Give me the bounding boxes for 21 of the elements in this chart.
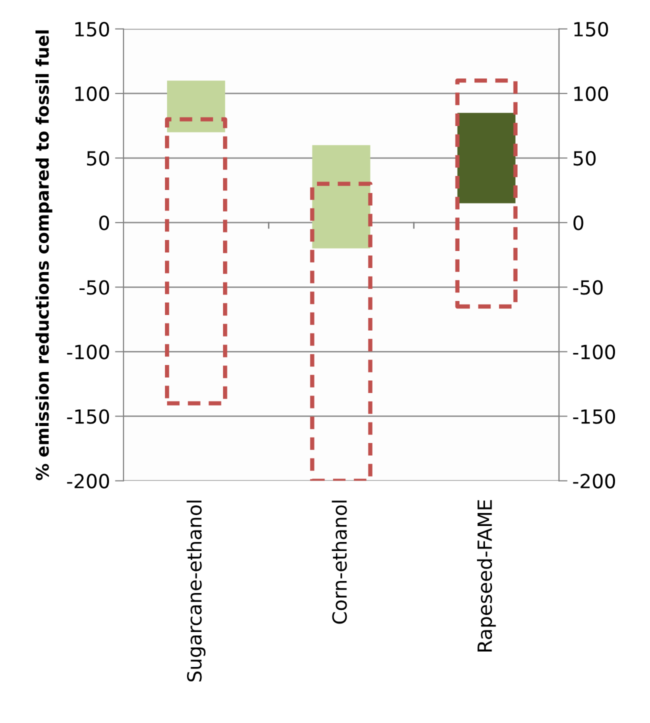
y2-tick-label: 150 <box>574 22 608 37</box>
x-tick-label: Rapeseed-FAME <box>477 500 496 652</box>
y-tick-label: -200 <box>67 474 110 488</box>
y2-tick-label: 0 <box>573 216 584 230</box>
y-axis-title: % emission reductions compared to fossil fuel <box>35 30 52 480</box>
y2-tick-label: 100 <box>574 86 608 102</box>
y2-tick-label: -200 <box>573 474 616 488</box>
y-tick-label: -100 <box>67 344 110 360</box>
y-tick-label: 50 <box>87 150 110 166</box>
x-tick-label: Corn-ethanol <box>332 500 347 624</box>
bar <box>167 80 226 132</box>
y-tick-label: -50 <box>80 280 110 295</box>
y-tick-label: 100 <box>75 86 110 102</box>
y2-tick-label: -50 <box>573 280 603 295</box>
y-tick-label: -150 <box>67 409 110 424</box>
y2-tick-label: -150 <box>573 409 616 424</box>
x-tick-label: Sugarcane-ethanol <box>186 500 206 682</box>
y2-tick-label: 50 <box>574 150 596 166</box>
y-tick-label: 150 <box>75 22 110 37</box>
y2-tick-label: -100 <box>573 344 616 360</box>
y-tick-label: 0 <box>99 216 110 230</box>
